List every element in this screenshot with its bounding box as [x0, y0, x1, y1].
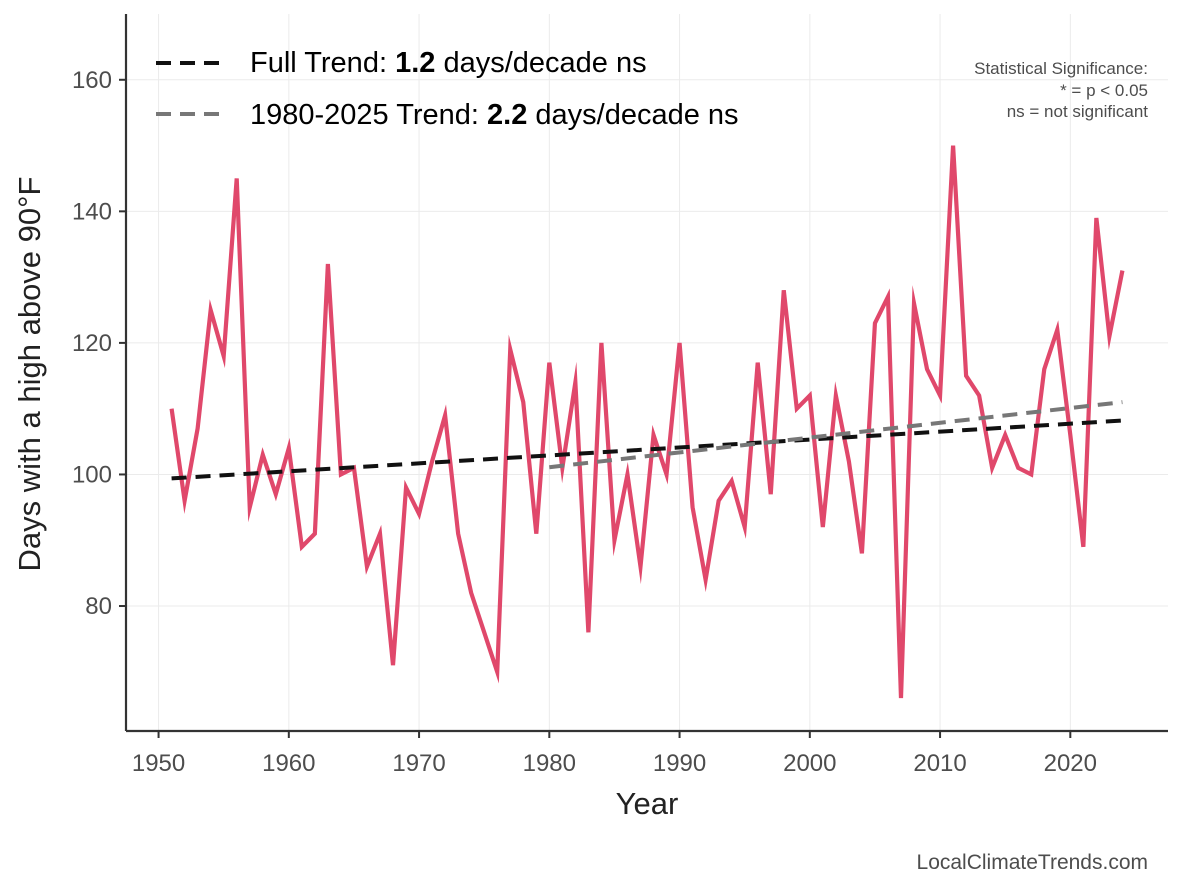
y-tick-label: 120	[72, 330, 112, 357]
legend-1980-trend-suffix: days/decade ns	[527, 99, 738, 131]
legend: Full Trend: 1.2 days/decade ns 1980-2025…	[156, 47, 739, 131]
x-tick-label: 1970	[392, 750, 445, 777]
trend-1980-2025-line	[549, 400, 1123, 470]
significance-note-ns: ns = not significant	[1007, 102, 1149, 121]
y-tick-label: 160	[72, 67, 112, 94]
x-tick-label: 2010	[913, 750, 966, 777]
y-tick-label: 80	[85, 593, 112, 620]
legend-1980-trend-prefix: 1980-2025 Trend:	[250, 99, 487, 131]
y-axis-ticks: 80 100 120 140 160	[72, 67, 126, 620]
x-tick-label: 1960	[262, 750, 315, 777]
x-tick-label: 1990	[653, 750, 706, 777]
x-tick-label: 2020	[1044, 750, 1097, 777]
x-tick-label: 1980	[523, 750, 576, 777]
significance-note-title: Statistical Significance:	[974, 59, 1148, 78]
x-tick-label: 1950	[132, 750, 185, 777]
legend-full-trend-suffix: days/decade ns	[435, 47, 646, 79]
legend-full-trend-prefix: Full Trend:	[250, 47, 395, 79]
significance-note-star: * = p < 0.05	[1060, 81, 1148, 100]
legend-full-trend-value: 1.2	[395, 47, 435, 79]
full-trend-line	[171, 418, 1123, 481]
legend-label-1980-trend: 1980-2025 Trend: 2.2 days/decade ns	[250, 99, 739, 131]
legend-label-full-trend: Full Trend: 1.2 days/decade ns	[250, 47, 647, 79]
y-tick-label: 100	[72, 461, 112, 488]
x-axis-title: Year	[616, 786, 679, 821]
legend-1980-trend-value: 2.2	[487, 99, 527, 131]
significance-note: Statistical Significance: * = p < 0.05 n…	[974, 59, 1148, 121]
credit-text: LocalClimateTrends.com	[917, 851, 1148, 874]
x-tick-label: 2000	[783, 750, 836, 777]
x-axis-ticks: 1950 1960 1970 1980 1990 2000 2010 2020	[132, 731, 1097, 777]
x-gridlines	[158, 14, 1071, 731]
series-lines	[169, 145, 1125, 699]
days-above-90-series-line	[169, 145, 1125, 699]
y-axis-title: Days with a high above 90°F	[12, 177, 47, 572]
y-tick-label: 140	[72, 198, 112, 225]
trend-lines	[171, 400, 1123, 481]
y-gridlines	[126, 79, 1168, 607]
